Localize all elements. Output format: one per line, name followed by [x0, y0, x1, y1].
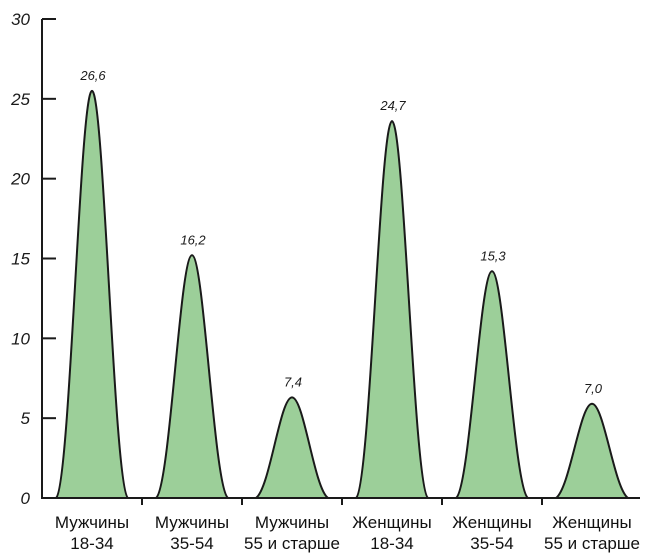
peak-6: [552, 402, 632, 499]
category-label-1-line-1: Мужчины: [55, 513, 129, 532]
y-tick-label-10: 10: [11, 329, 30, 348]
category-label-2-line-1: Мужчины: [155, 513, 229, 532]
data-label-6: 7,0: [584, 381, 603, 396]
category-label-2-line-2: 35-54: [170, 534, 213, 553]
category-label-5-line-2: 35-54: [470, 534, 513, 553]
category-label-3-line-2: 55 и старше: [244, 534, 340, 553]
category-label-3-line-1: Мужчины: [255, 513, 329, 532]
y-tick-label-30: 30: [11, 10, 30, 29]
x-ticks-group: [141, 498, 543, 505]
category-label-1-line-2: 18-34: [70, 534, 113, 553]
axes-group: [41, 19, 640, 499]
category-label-4-line-2: 18-34: [370, 534, 413, 553]
data-label-2: 16,2: [180, 232, 206, 247]
y-ticks-group: 0 5 10 15 20 25 30: [10, 10, 56, 508]
y-tick-label-5: 5: [21, 409, 31, 428]
peak-2: [152, 254, 232, 499]
peak-1: [52, 89, 132, 499]
category-label-6-line-2: 55 и старше: [544, 534, 640, 553]
peak-3: [252, 396, 332, 499]
data-label-5: 15,3: [480, 248, 506, 263]
data-labels-group: 26,6 16,2 7,4 24,7 15,3 7,0: [79, 68, 602, 396]
y-tick-label-0: 0: [21, 489, 31, 508]
y-tick-label-25: 25: [10, 90, 30, 109]
data-label-4: 24,7: [379, 98, 406, 113]
category-labels-group: Мужчины 18-34 Мужчины 35-54 Мужчины 55 и стар…: [55, 513, 640, 553]
data-label-1: 26,6: [79, 68, 106, 83]
y-tick-label-15: 15: [11, 250, 30, 269]
data-label-3: 7,4: [284, 374, 302, 389]
y-tick-label-20: 20: [10, 170, 30, 189]
peak-4: [352, 120, 432, 499]
peak-5: [452, 270, 532, 499]
peaks-group: [52, 89, 632, 499]
category-label-4-line-1: Женщины: [352, 513, 431, 532]
category-label-5-line-1: Женщины: [452, 513, 531, 532]
category-label-6-line-1: Женщины: [552, 513, 631, 532]
